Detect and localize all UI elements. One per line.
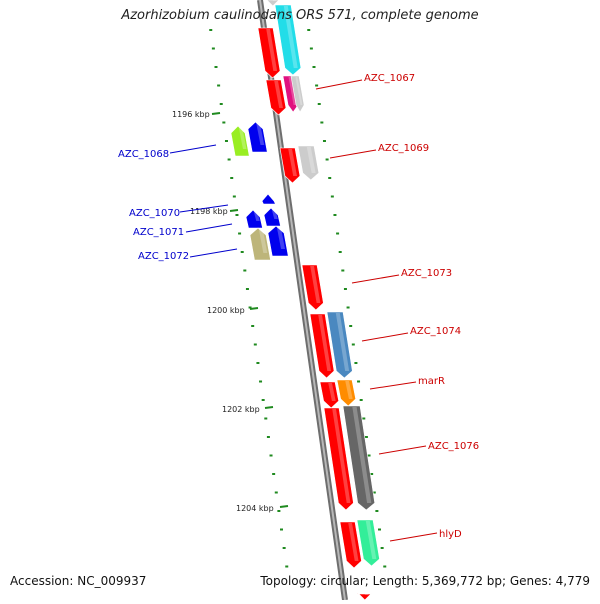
- gene-arrow-magenta-shade: [288, 77, 297, 105]
- gene-label-azc-1074[interactable]: AZC_1074: [410, 326, 461, 337]
- gene-arrow-azc-1073-shade: [310, 266, 321, 303]
- gene-arrow-blue[interactable]: [267, 225, 289, 257]
- scale-label: 1204 kbp: [236, 504, 274, 513]
- forward-track-ticks: [307, 29, 387, 568]
- reverse-gene-labels: AZC_1068 AZC_1070 AZC_1071 AZC_1072: [118, 144, 238, 262]
- gene-arrow-hlyd-shade: [365, 521, 377, 559]
- gene-arrow-azc-1069-shade: [306, 147, 316, 173]
- gene-arrow-azc-1074[interactable]: [326, 311, 353, 379]
- scale-label: 1198 kbp: [190, 207, 228, 216]
- gene-arrow-red[interactable]: [323, 407, 354, 511]
- gene-arrow-red[interactable]: [257, 27, 281, 79]
- gene-label-azc-1073[interactable]: AZC_1073: [401, 268, 452, 279]
- gene-arrow-red-shade: [288, 149, 297, 176]
- gene-arrow-azc-1072-shade: [258, 229, 268, 253]
- topology-summary: Topology: circular; Length: 5,369,772 bp…: [260, 574, 590, 588]
- gene-arrow-blue[interactable]: [245, 209, 263, 229]
- gene-label-hlyd[interactable]: hlyD: [439, 529, 462, 540]
- gene-arrow-cyan[interactable]: [274, 4, 302, 76]
- gene-arrow-azc-1070[interactable]: [261, 193, 276, 205]
- gene-arrow-azc-1068[interactable]: [247, 121, 268, 153]
- gene-arrow-red-shade: [348, 523, 359, 561]
- gene-label-azc-1069[interactable]: AZC_1069: [378, 143, 429, 154]
- gene-arrow-marr[interactable]: [336, 379, 357, 407]
- gene-arrow-red[interactable]: [309, 313, 335, 379]
- gene-label-azc-1067[interactable]: AZC_1067: [364, 73, 415, 84]
- scale-label: 1196 kbp: [172, 110, 210, 119]
- gene-arrow-azc-1067-shade: [274, 81, 283, 108]
- gene-arrow-azc-1068-shade: [256, 123, 265, 145]
- gene-arrow-lime-shade: [238, 127, 247, 149]
- gene-arrow-azc-1076[interactable]: [342, 405, 376, 511]
- forward-gene-labels: AZC_1067 AZC_1069 AZC_1073 AZC_1074 marR…: [315, 73, 479, 542]
- gene-arrow-blue-shade: [276, 227, 286, 249]
- gene-label-azc-1068[interactable]: AZC_1068: [118, 149, 169, 160]
- gene-arrow-red-shade: [318, 315, 332, 371]
- gene-arrow-red-shade: [328, 383, 336, 401]
- gene-arrow-azc-1073[interactable]: [301, 264, 324, 311]
- accession-label: Accession: NC_009937: [10, 574, 147, 588]
- gene-arrow-grey-shade: [295, 77, 303, 105]
- genome-title: Azorhizobium caulinodans ORS 571, comple…: [121, 8, 479, 23]
- gene-arrow-red-bottom-shade: [364, 593, 370, 595]
- gene-arrow-lime[interactable]: [230, 125, 250, 157]
- gene-arrow-red[interactable]: [279, 147, 301, 184]
- scale-label: 1200 kbp: [207, 306, 245, 315]
- gene-arrow-grey-top-shade: [272, 0, 277, 1]
- gene-arrow-azc-1072[interactable]: [249, 227, 271, 261]
- gene-arrow-azc-1070-shade: [268, 195, 274, 197]
- gene-arrow-hlyd[interactable]: [356, 519, 380, 567]
- gene-arrow-grey[interactable]: [290, 75, 305, 113]
- gene-arrow-red[interactable]: [319, 381, 340, 409]
- scale-labels: 1196 kbp 1198 kbp 1200 kbp 1202 kbp 1204…: [172, 110, 274, 513]
- gene-arrow-azc-1071[interactable]: [263, 207, 281, 227]
- reverse-track-ticks: [209, 29, 289, 568]
- gene-arrow-grey-top[interactable]: [264, 0, 280, 7]
- gene-arrow-red-shade: [266, 29, 278, 71]
- scale-ticks: [211, 112, 289, 508]
- gene-features[interactable]: [230, 0, 380, 601]
- gene-label-azc-1070[interactable]: AZC_1070: [129, 208, 180, 219]
- scale-label: 1202 kbp: [222, 405, 260, 414]
- gene-arrow-azc-1067[interactable]: [265, 79, 287, 116]
- gene-label-azc-1076[interactable]: AZC_1076: [428, 441, 479, 452]
- gene-arrow-azc-1071-shade: [271, 209, 278, 219]
- gene-arrow-red-shade: [332, 409, 351, 503]
- gene-label-azc-1072[interactable]: AZC_1072: [138, 251, 189, 262]
- gene-arrow-red[interactable]: [339, 521, 362, 569]
- gene-label-marr[interactable]: marR: [418, 376, 445, 387]
- gene-arrow-azc-1074-shade: [335, 313, 350, 371]
- gene-arrow-azc-1076-shade: [352, 407, 372, 503]
- gene-arrow-cyan-shade: [283, 6, 298, 68]
- gene-arrow-azc-1069[interactable]: [297, 145, 320, 181]
- gene-label-azc-1071[interactable]: AZC_1071: [133, 227, 184, 238]
- gene-arrow-blue-shade: [253, 211, 260, 221]
- gene-arrow-marr-shade: [345, 381, 353, 399]
- gene-arrow-red-bottom[interactable]: [356, 592, 373, 601]
